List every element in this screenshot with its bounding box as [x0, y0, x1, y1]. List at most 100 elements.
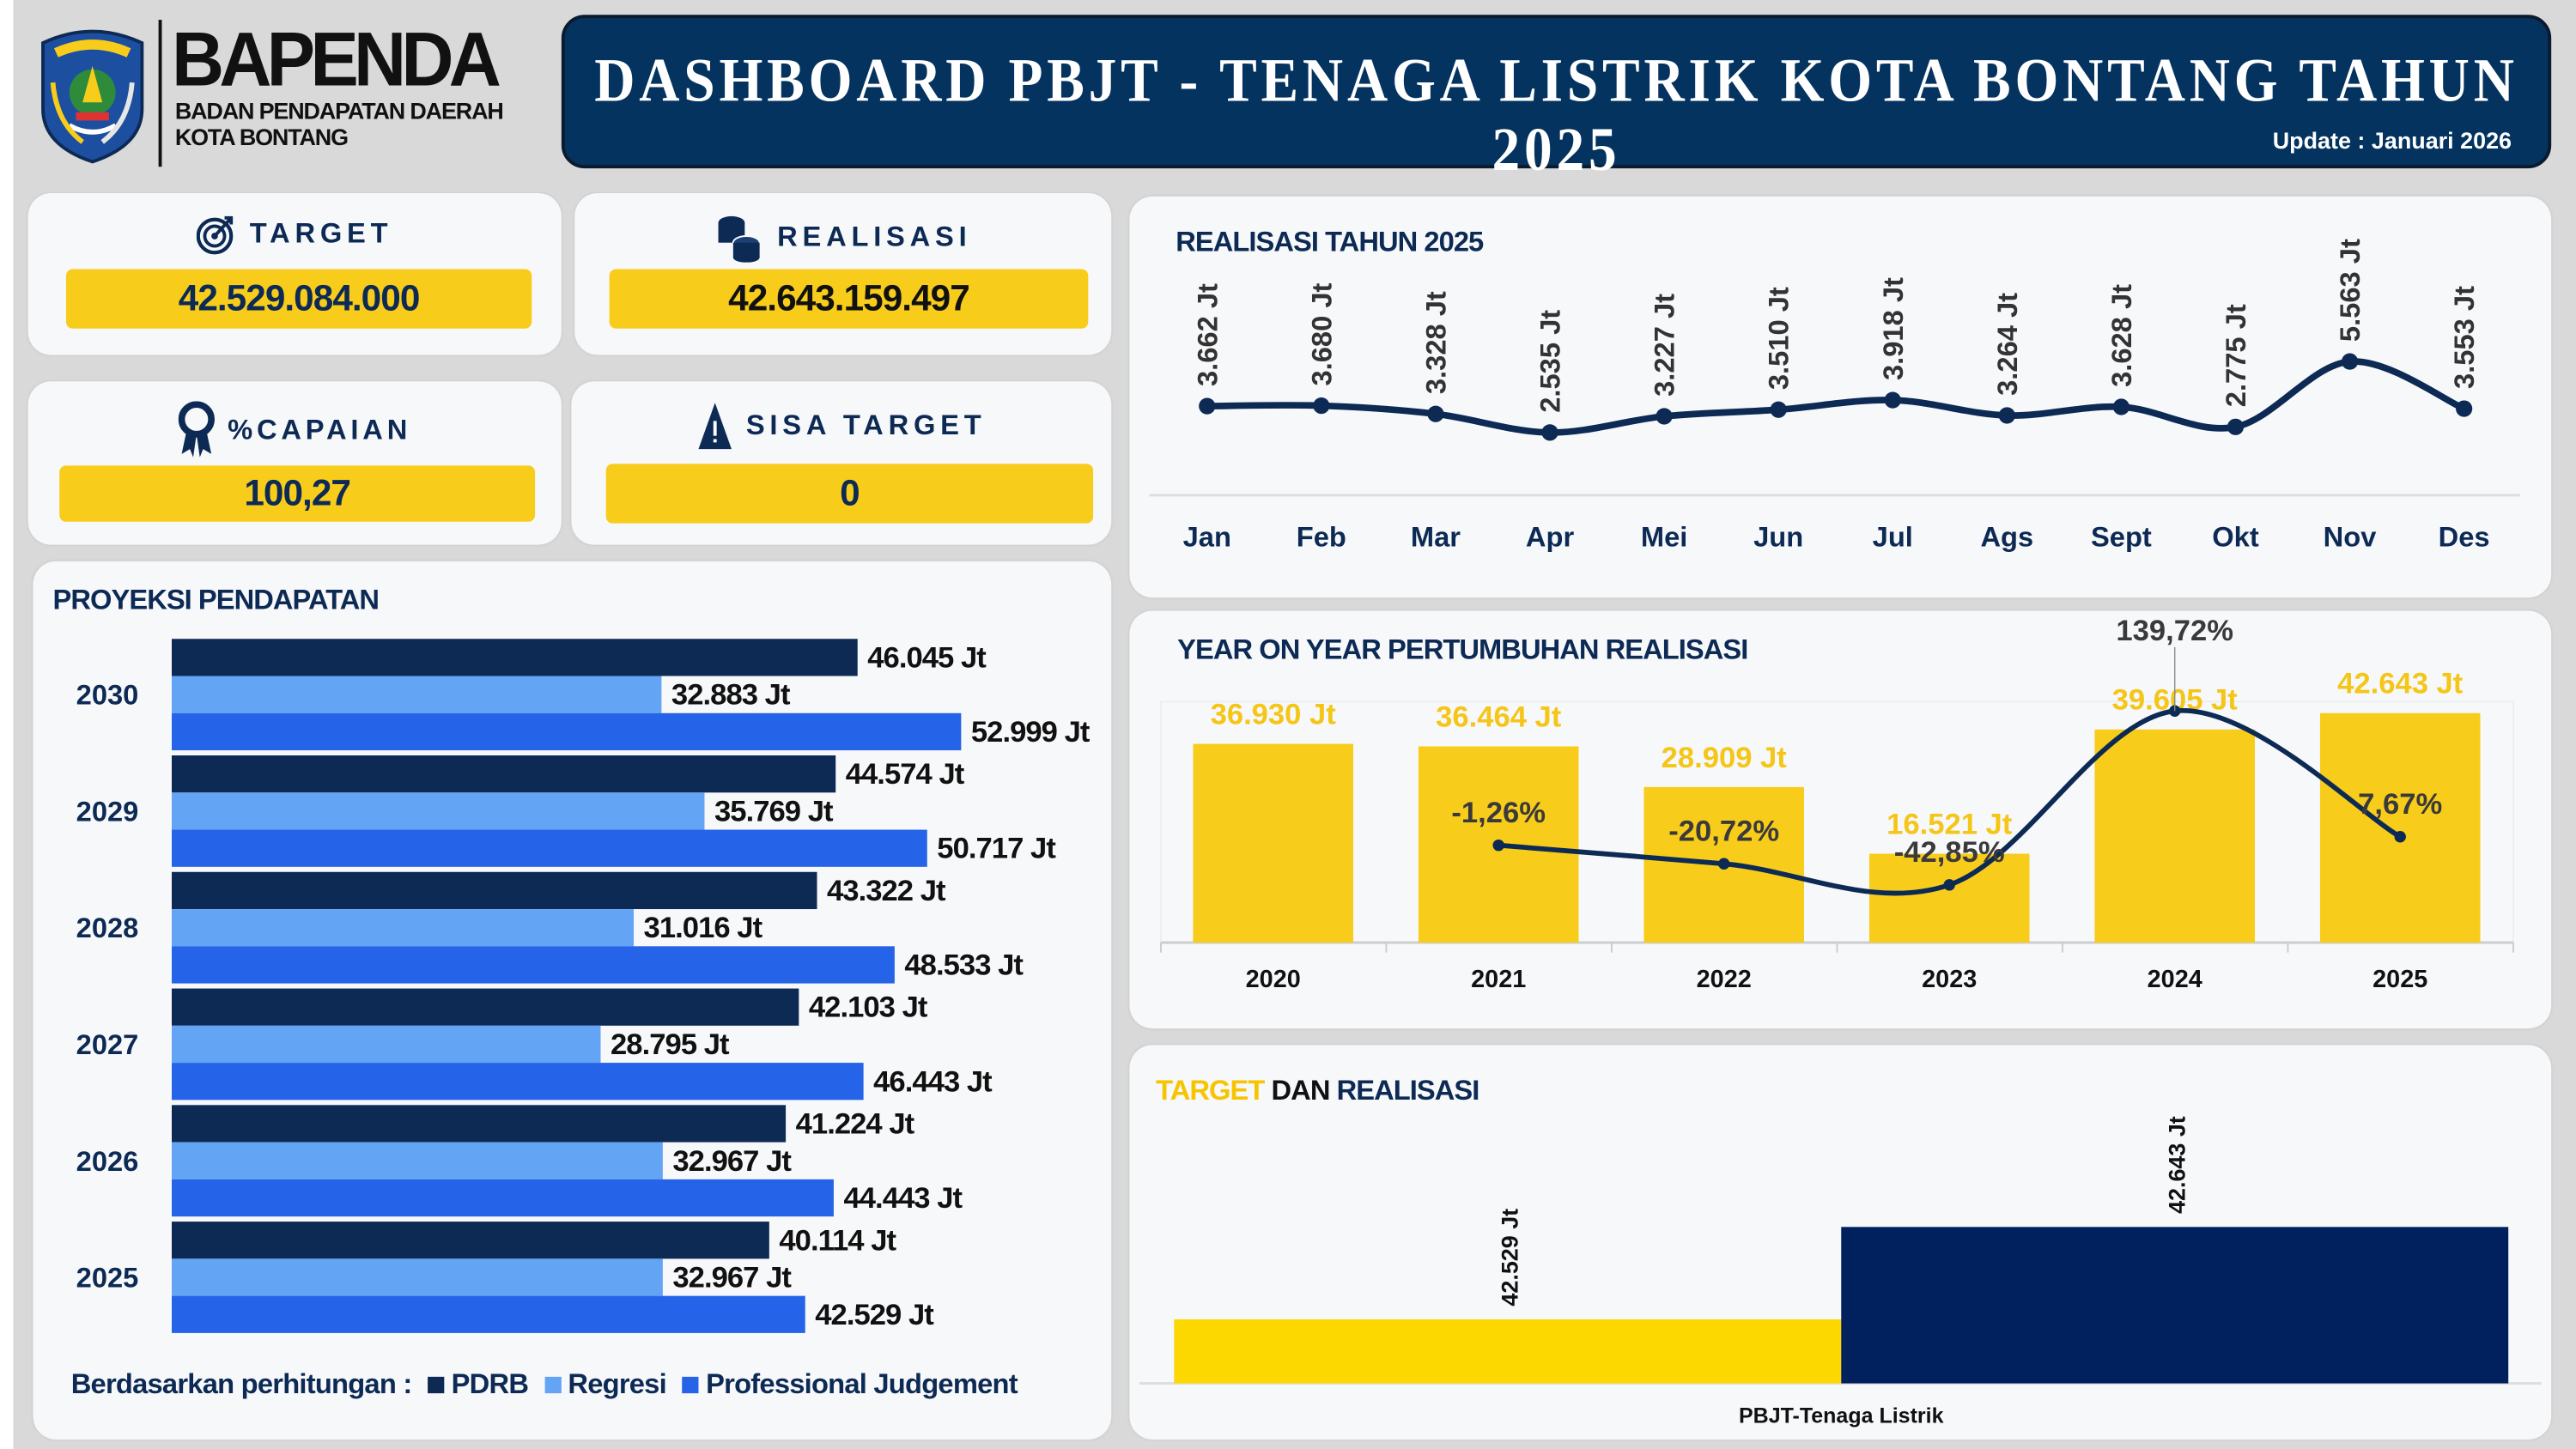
data-label: 2.775 Jt — [2220, 304, 2251, 407]
data-point — [2227, 418, 2245, 435]
data-label: 3.553 Jt — [2448, 286, 2480, 389]
bar-value-label: 16.521 Jt — [1886, 808, 2013, 840]
bar-value-label: 48.533 Jt — [904, 949, 1024, 981]
bar-professional-judgement — [172, 712, 962, 751]
logo-divider — [158, 20, 162, 167]
year-label: 2024 — [2148, 966, 2202, 993]
target-realisasi-title: TARGET DAN REALISASI — [1156, 1075, 1479, 1107]
bar-professional-judgement — [172, 1179, 834, 1217]
data-label: 2.535 Jt — [1534, 310, 1566, 413]
data-point — [2341, 353, 2359, 370]
target-realisasi-chart: 42.529 Jt 42.643 Jt PBJT-Tenaga Listrik — [1139, 1116, 2542, 1428]
target-realisasi-panel: TARGET DAN REALISASI 42.529 Jt 42.643 Jt P… — [1129, 1045, 2552, 1440]
month-label: Jan — [1183, 521, 1231, 553]
year-label: 2022 — [1697, 966, 1752, 993]
month-label: Sept — [2091, 521, 2152, 553]
growth-point — [2394, 831, 2406, 843]
legend-item-regresi: Regresi — [544, 1368, 667, 1401]
legend-label: Professional Judgement — [706, 1368, 1018, 1400]
bar-pdrb — [172, 755, 836, 793]
year-label: 2029 — [76, 795, 139, 827]
growth-label: -20,72% — [1668, 815, 1779, 847]
logo-subtitle-1: BADAN PENDAPATAN DAERAH — [174, 97, 504, 124]
realisasi-chart: 3.662 Jt Jan 3.680 Jt Feb 3.328 Jt Mar 2.535 J… — [1149, 239, 2520, 553]
kpi-realisasi-label: REALISASI — [777, 221, 972, 253]
growth-label: 139,72% — [2116, 615, 2233, 647]
bar-value-label: 28.795 Jt — [611, 1028, 730, 1061]
update-date: Update : Januari 2026 — [2272, 127, 2512, 154]
bar-value-label: 32.883 Jt — [671, 679, 791, 712]
year-label: 2028 — [76, 912, 139, 943]
bar-professional-judgement — [172, 946, 895, 984]
title-dan: DAN — [1271, 1074, 1331, 1106]
yoy-chart: 36.930 Jt 2020 36.464 Jt 2021 28.909 Jt 2022 1… — [1159, 615, 2514, 993]
bar-value-label: 43.322 Jt — [827, 875, 946, 907]
bar-value-label: 36.464 Jt — [1436, 700, 1562, 733]
warning-icon — [698, 403, 732, 450]
header-banner: DASHBOARD PBJT - TENAGA LISTRIK KOTA BON… — [561, 15, 2552, 185]
kpi-realisasi-value: 42.643.159.497 — [609, 269, 1089, 329]
data-point — [1199, 397, 1216, 415]
bar-value-label: 44.443 Jt — [843, 1182, 963, 1215]
kpi-target-label: TARGET — [249, 217, 393, 250]
legend-label: Regresi — [568, 1368, 666, 1400]
data-label: 3.628 Jt — [2105, 284, 2137, 387]
data-label: 5.563 Jt — [2334, 239, 2366, 342]
yoy-bar — [1193, 743, 1353, 943]
proyeksi-title: PROYEKSI PENDAPATAN — [52, 584, 380, 616]
title-target: TARGET — [1156, 1074, 1265, 1106]
bar-value-label: 42.103 Jt — [809, 991, 928, 1024]
bar-value-label: 41.224 Jt — [796, 1107, 915, 1140]
growth-point — [1492, 839, 1504, 852]
bar-value-label: 42.643 Jt — [2164, 1116, 2190, 1214]
legend-swatch — [683, 1376, 700, 1394]
bar-realisasi — [1841, 1227, 2509, 1384]
legend-swatch — [428, 1376, 445, 1394]
month-label: Jul — [1873, 521, 1913, 553]
bar-regresi — [172, 676, 662, 713]
title-realisasi: REALISASI — [1336, 1074, 1480, 1106]
bar-value-label: 42.529 Jt — [1497, 1209, 1522, 1307]
bar-value-label: 31.016 Jt — [644, 912, 763, 944]
proyeksi-panel: PROYEKSI PENDAPATAN 2030 46.045 Jt 32.883 … — [33, 561, 1112, 1440]
kpi-sisa-label: SISA TARGET — [745, 409, 987, 441]
legend-item-professional: Professional Judgement — [683, 1368, 1018, 1401]
data-point — [1884, 391, 1901, 409]
bar-pdrb — [172, 1222, 769, 1259]
month-label: Ags — [1980, 521, 2033, 553]
bar-value-label: 46.045 Jt — [867, 641, 987, 674]
legend-label: PDRB — [451, 1368, 529, 1400]
bar-value-label: 28.909 Jt — [1662, 742, 1788, 774]
month-label: Jun — [1753, 521, 1803, 553]
kpi-sisa-value: 0 — [605, 464, 1094, 524]
month-label: Nov — [2324, 521, 2378, 553]
bar-regresi — [172, 1258, 663, 1296]
bar-value-label: 52.999 Jt — [971, 716, 1091, 749]
proyeksi-legend: Berdasarkan perhitungan : PDRB Regresi P… — [71, 1368, 1018, 1401]
dashboard-title: DASHBOARD PBJT - TENAGA LISTRIK KOTA BON… — [594, 48, 2518, 185]
data-point — [1427, 405, 1444, 422]
month-label: Feb — [1297, 521, 1346, 553]
year-label: 2023 — [1922, 966, 1977, 993]
bar-professional-judgement — [172, 1063, 864, 1100]
coins-icon — [717, 215, 760, 263]
bar-pdrb — [172, 639, 858, 676]
yoy-bar — [1868, 853, 2030, 943]
proyeksi-chart: 2030 46.045 Jt 32.883 Jt 52.999 Jt 2029 44.57… — [76, 639, 1091, 1333]
growth-label: -1,26% — [1451, 797, 1546, 829]
growth-line — [1498, 708, 2402, 896]
kpi-card-target: TARGET 42.529.084.000 — [27, 193, 562, 355]
logo-bapenda: BAPENDA — [172, 17, 501, 103]
month-label: Mei — [1641, 521, 1688, 553]
bar-value-label: 46.443 Jt — [873, 1065, 993, 1098]
data-label: 3.510 Jt — [1763, 287, 1795, 390]
realisasi-panel: REALISASI TAHUN 2025 3.662 Jt Jan 3.680 Jt… — [1129, 196, 2552, 598]
legend-swatch — [544, 1376, 562, 1394]
data-point — [1541, 424, 1558, 441]
kpi-target-value: 42.529.084.000 — [65, 269, 532, 329]
yoy-title: YEAR ON YEAR PERTUMBUHAN REALISASI — [1177, 634, 1748, 666]
plot-area — [1159, 700, 2514, 944]
bar-value-label: 35.769 Jt — [714, 795, 834, 828]
year-label: 2025 — [2372, 966, 2427, 993]
bar-value-label: 44.574 Jt — [846, 758, 965, 791]
